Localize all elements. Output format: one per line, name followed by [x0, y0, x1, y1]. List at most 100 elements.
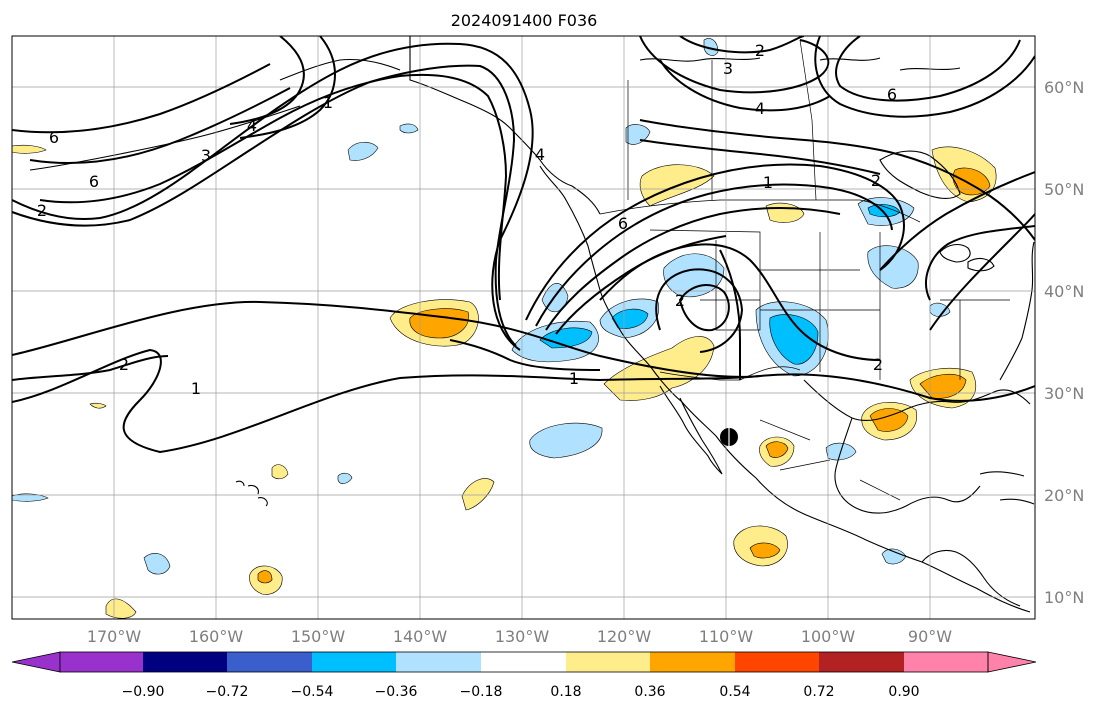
lon-label: 90°W	[908, 627, 952, 646]
contour-label: 2	[755, 41, 765, 60]
contour-line	[639, 139, 881, 175]
contour-line	[879, 171, 1035, 271]
contour-line	[525, 163, 905, 321]
map-title: 2024091400 F036	[451, 11, 598, 30]
contour-line	[12, 64, 517, 347]
colorbar-bin	[566, 652, 650, 672]
contour-line	[449, 339, 601, 371]
contour-line	[639, 36, 830, 94]
lon-label: 150°W	[291, 627, 346, 646]
colorbar-ticks: −0.90 −0.72 −0.54 −0.36 −0.18 0.18 0.36 …	[122, 684, 920, 700]
contour-label: 4	[535, 145, 545, 164]
canada-west-coast	[539, 165, 757, 479]
colorbar-bins	[60, 652, 988, 672]
colorbar-tick-label: 0.72	[803, 684, 834, 700]
hudson-bay	[879, 150, 961, 200]
mexico-state-lines	[759, 419, 901, 501]
contour-line	[12, 63, 271, 134]
lon-label: 160°W	[189, 627, 244, 646]
colorbar-bin	[312, 652, 396, 672]
contour-lines	[12, 36, 1035, 454]
state-borders	[599, 39, 1010, 501]
contour-line	[535, 183, 893, 327]
contour-line	[12, 355, 169, 381]
negative-anomaly-core	[769, 314, 819, 365]
positive-anomaly-core	[765, 441, 789, 458]
lat-label: 30°N	[1044, 384, 1084, 403]
contour-line	[719, 249, 741, 380]
negative-anomaly-area	[399, 123, 419, 134]
contour-line	[639, 119, 1035, 241]
east-coast	[999, 241, 1035, 381]
map-background	[12, 36, 1035, 619]
gulf-coast	[803, 379, 1031, 421]
contour-label: 2	[37, 201, 47, 220]
colorbar-bin	[904, 652, 988, 672]
contour-label: 1	[191, 379, 201, 398]
lat-label: 50°N	[1044, 180, 1084, 199]
contour-label: 2	[871, 171, 881, 190]
contour-label: 4	[247, 116, 257, 135]
contour-line	[655, 268, 744, 353]
contour-label: 2	[873, 355, 883, 374]
colorbar-tick-label: 0.90	[888, 684, 919, 700]
contour-label: 6	[49, 128, 59, 147]
positive-anomaly-area	[89, 402, 107, 409]
contour-line	[555, 235, 727, 335]
colorbar-bin	[735, 652, 819, 672]
contour-line	[599, 243, 881, 361]
us-canada-border	[599, 199, 921, 223]
colorbar-tick-label: −0.18	[460, 684, 503, 700]
contour-label: 3	[723, 59, 733, 78]
positive-anomaly-core	[409, 308, 469, 339]
anomaly-shading	[12, 38, 997, 619]
contour-label: 6	[887, 85, 897, 104]
baja-peninsula	[659, 385, 723, 475]
positive-anomaly-core	[257, 570, 273, 584]
lon-label: 120°W	[597, 627, 652, 646]
contour-labels: 6 6 4 3 2 1 6 4 2 1 1 2 2 1 6 4 3 2 2	[37, 41, 897, 398]
great-lakes	[939, 243, 995, 272]
contour-line	[814, 36, 1035, 118]
mexico-pacific-coast	[755, 477, 1031, 613]
lon-label: 110°W	[699, 627, 754, 646]
map-layer: 6 6 4 3 2 1 6 4 2 1 1 2 2 1 6 4 3 2 2	[12, 36, 1035, 619]
negative-anomaly-area	[929, 302, 951, 317]
positive-anomaly-area	[271, 464, 289, 480]
negative-anomaly-area	[12, 493, 49, 502]
negative-anomaly-area	[529, 422, 603, 459]
lat-label: 60°N	[1044, 78, 1084, 97]
positive-anomaly-core	[749, 542, 781, 559]
latitude-labels: 60°N 50°N 40°N 30°N 20°N 10°N	[1044, 78, 1084, 607]
contour-label: 6	[618, 214, 628, 233]
caribbean-islands	[979, 471, 1035, 505]
contour-line	[39, 73, 508, 301]
colorbar-tick-label: −0.72	[206, 684, 249, 700]
contour-label: 1	[763, 173, 773, 192]
negative-anomaly-area	[337, 472, 353, 484]
colorbar-bin	[650, 652, 735, 672]
contour-line	[835, 36, 1021, 102]
lon-label: 130°W	[495, 627, 550, 646]
positive-anomaly-area	[12, 144, 47, 154]
us-state-lines	[649, 229, 1010, 380]
lon-label: 140°W	[393, 627, 448, 646]
contour-line	[679, 36, 805, 54]
contour-line	[239, 36, 336, 139]
contour-line	[929, 213, 1035, 331]
colorbar-bin	[819, 652, 904, 672]
contour-line	[12, 300, 1035, 402]
colorbar-tick-label: −0.36	[375, 684, 418, 700]
hawaii-islands	[235, 480, 268, 507]
colorbar-bin	[396, 652, 481, 672]
colorbar-bin	[60, 652, 143, 672]
contour-line	[678, 284, 730, 332]
negative-anomaly-area	[663, 253, 725, 298]
colorbar-tick-label: −0.90	[122, 684, 165, 700]
positive-anomaly-core	[869, 408, 909, 432]
colorbar-tick-label: 0.54	[719, 684, 750, 700]
contour-line	[925, 225, 1035, 301]
positive-anomaly-core	[919, 373, 967, 399]
contour-line	[12, 348, 761, 454]
